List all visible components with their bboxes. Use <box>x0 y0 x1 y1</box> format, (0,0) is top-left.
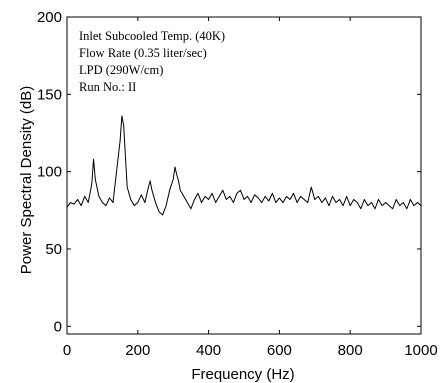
y-tick-label: 0 <box>54 318 62 335</box>
plot-frame <box>66 16 422 335</box>
annotation-lpd: LPD (290W/cm) <box>79 63 163 77</box>
x-tick-label: 400 <box>196 342 221 359</box>
annotation-run-no: Run No.: II <box>79 80 136 94</box>
x-tick-label: 0 <box>63 342 71 359</box>
x-axis: 0 200 400 600 800 1000 <box>63 17 438 359</box>
y-axis-label: Power Spectral Density (dB) <box>18 86 35 274</box>
plot-area <box>66 16 422 335</box>
x-tick-label: 1000 <box>404 342 437 359</box>
x-tick-label: 800 <box>338 342 363 359</box>
x-axis-label: Frequency (Hz) <box>191 366 294 383</box>
y-tick-label: 100 <box>37 164 62 181</box>
series-layer <box>66 115 422 216</box>
y-tick-label: 50 <box>45 241 62 258</box>
x-tick-label: 200 <box>125 342 150 359</box>
y-tick-label: 150 <box>37 86 62 103</box>
annotation-block: Inlet Subcooled Temp. (40K) Flow Rate (0… <box>79 29 225 94</box>
series-line-0 <box>66 115 422 216</box>
y-tick-label: 200 <box>37 9 62 26</box>
y-axis: 0 50 100 150 200 <box>37 9 421 335</box>
x-tick-label: 600 <box>267 342 292 359</box>
annotation-flow-rate: Flow Rate (0.35 liter/sec) <box>79 46 207 60</box>
annotation-inlet-temp: Inlet Subcooled Temp. (40K) <box>79 29 225 43</box>
